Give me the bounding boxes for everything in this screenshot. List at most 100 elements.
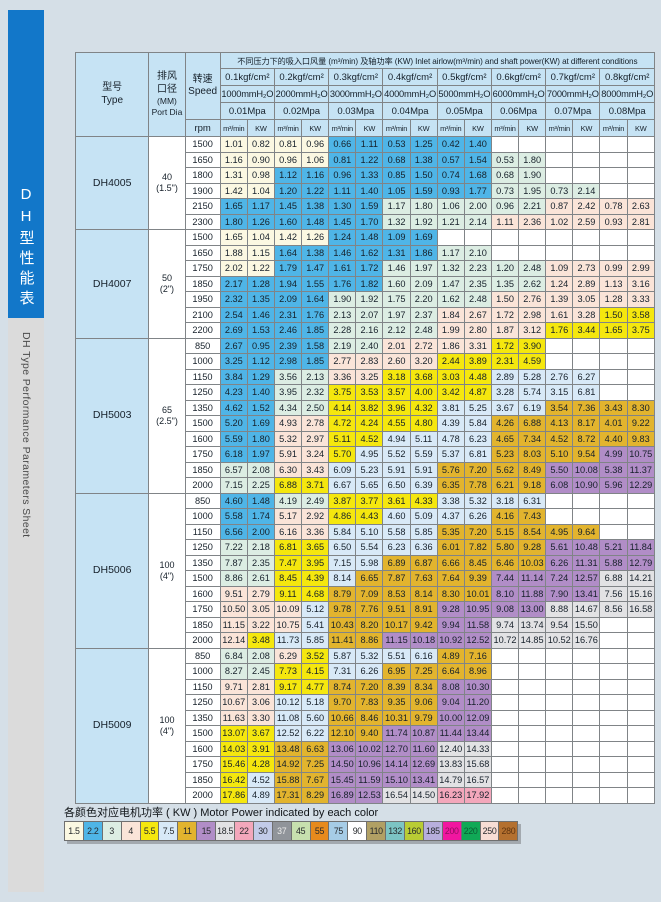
- data-cell: [572, 694, 601, 711]
- data-cell: [518, 771, 547, 788]
- data-cell: 9.40: [355, 725, 384, 742]
- pressure-mpa-header: 0.06Mpa: [490, 102, 547, 120]
- data-cell: 1.38: [301, 198, 330, 215]
- data-cell: 16.89: [328, 787, 357, 804]
- data-cell: 5.09: [409, 508, 438, 525]
- data-cell: 2.98: [518, 306, 547, 323]
- data-cell: 4.78: [436, 430, 465, 447]
- data-cell: 5.28: [518, 368, 547, 385]
- data-cell: 2.45: [246, 663, 275, 680]
- data-cell: 1.97: [409, 260, 438, 277]
- data-cell: 8.39: [382, 678, 411, 695]
- data-cell: 8.30: [626, 399, 656, 416]
- data-cell: [490, 229, 520, 246]
- data-cell: 6.81: [463, 446, 492, 463]
- data-cell: 3.68: [409, 368, 438, 385]
- data-cell: [599, 756, 628, 773]
- data-cell: 5.32: [273, 430, 303, 447]
- data-cell: 7.20: [463, 523, 492, 540]
- data-cell: [490, 709, 520, 726]
- data-cell: 1.39: [545, 291, 574, 308]
- table-row: 2150 1.65 1.17 1.45 1.38 1.30 1.59 1.17 1.80 1.06…: [76, 198, 656, 215]
- data-cell: 8.88: [545, 601, 574, 618]
- data-cell: 14.33: [463, 740, 492, 757]
- data-cell: 5.85: [409, 523, 438, 540]
- data-cell: 1.97: [382, 306, 411, 323]
- data-cell: 8.45: [273, 570, 303, 587]
- data-cell: 2.40: [355, 337, 384, 354]
- data-cell: [545, 647, 574, 664]
- data-cell: [518, 663, 547, 680]
- data-cell: 4.52: [545, 430, 574, 447]
- data-cell: 7.43: [518, 508, 547, 525]
- table-row: 1600 9.51 2.79 9.11 4.68 8.79 7.09 8.53 8.14 8.30…: [76, 585, 656, 602]
- data-cell: 9.54: [545, 616, 574, 633]
- data-cell: 5.11: [409, 430, 438, 447]
- rpm-cell: 850: [184, 647, 221, 664]
- data-cell: [599, 368, 628, 385]
- data-cell: 0.95: [246, 337, 275, 354]
- legend-swatch: 250: [479, 821, 500, 841]
- data-cell: 1.26: [246, 213, 275, 230]
- data-cell: 3.36: [301, 523, 330, 540]
- data-cell: 4.43: [355, 508, 384, 525]
- data-cell: 1.46: [382, 260, 411, 277]
- data-cell: 3.75: [626, 322, 656, 339]
- data-cell: 9.54: [572, 446, 601, 463]
- data-cell: [599, 492, 628, 509]
- data-cell: 9.39: [463, 570, 492, 587]
- data-cell: 2.32: [301, 384, 330, 401]
- pressure-mpa-header: 0.02Mpa: [273, 102, 330, 120]
- data-cell: [626, 182, 656, 199]
- pressure-mmh2o-header: 5000mmH₂O: [436, 85, 492, 103]
- data-cell: 1.86: [409, 244, 438, 261]
- data-cell: 7.25: [409, 663, 438, 680]
- data-cell: 1.59: [355, 198, 384, 215]
- data-cell: 1.42: [273, 229, 303, 246]
- data-cell: 2.92: [301, 508, 330, 525]
- data-cell: [490, 787, 520, 804]
- data-cell: 10.17: [382, 616, 411, 633]
- data-cell: 3.43: [599, 399, 628, 416]
- data-cell: 2.67: [219, 337, 248, 354]
- data-cell: 14.50: [328, 756, 357, 773]
- data-cell: 7.20: [355, 678, 384, 695]
- data-cell: 6.88: [273, 477, 303, 494]
- data-cell: 5.59: [219, 430, 248, 447]
- data-cell: 2.50: [301, 399, 330, 416]
- data-cell: 1.90: [328, 291, 357, 308]
- data-cell: [626, 678, 656, 695]
- rpm-cell: 1000: [184, 353, 221, 370]
- data-cell: 1.48: [246, 492, 275, 509]
- data-cell: 11.08: [273, 709, 303, 726]
- data-cell: 11.60: [409, 740, 438, 757]
- data-cell: 9.79: [409, 709, 438, 726]
- sidebar-blue-band: DH型性能表: [8, 10, 44, 318]
- data-cell: [463, 229, 492, 246]
- data-cell: 2.62: [518, 275, 547, 292]
- legend-swatch: 5.5: [139, 821, 160, 841]
- legend-swatch: 110: [366, 821, 387, 841]
- data-cell: [599, 771, 628, 788]
- pressure-mpa-header: 0.01Mpa: [219, 102, 275, 120]
- data-cell: [545, 663, 574, 680]
- data-cell: 2.18: [246, 539, 275, 556]
- data-cell: [490, 725, 520, 742]
- data-cell: 12.57: [572, 570, 601, 587]
- table-row: 2000 7.15 2.25 6.88 3.71 6.67 5.65 6.50 6.39 6.35…: [76, 477, 656, 494]
- data-cell: [626, 337, 656, 354]
- data-cell: 10.03: [518, 554, 547, 571]
- data-cell: 2.76: [518, 291, 547, 308]
- data-cell: 14.21: [626, 570, 656, 587]
- port-size-line: 65: [161, 404, 172, 415]
- data-cell: [626, 508, 656, 525]
- data-cell: 3.18: [490, 492, 520, 509]
- rpm-cell: 1150: [184, 368, 221, 385]
- data-cell: 1.45: [273, 198, 303, 215]
- data-cell: 2.36: [518, 213, 547, 230]
- data-cell: 3.84: [219, 368, 248, 385]
- header-row-mpa: 0.01Mpa 0.02Mpa 0.03Mpa 0.04Mpa 0.05Mpa 0.06M…: [76, 102, 655, 120]
- data-cell: 3.67: [490, 399, 520, 416]
- rpm-cell: 2000: [184, 477, 221, 494]
